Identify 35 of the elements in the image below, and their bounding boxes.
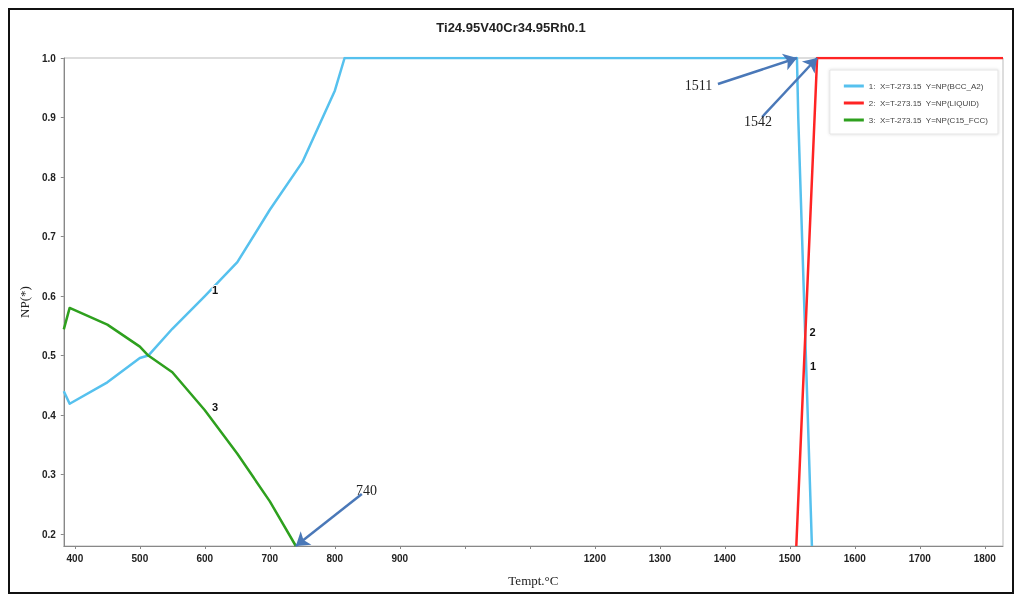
x-tick-label: 1300 (648, 552, 672, 564)
y-tick-label: 0.4 (41, 409, 57, 421)
annotation: 1511 (684, 78, 713, 94)
x-tick-label: 1400 (713, 552, 737, 564)
y-axis-title: NP(*) (17, 286, 32, 318)
annotation: 1542 (744, 113, 773, 129)
y-tick-label: 0.9 (41, 112, 57, 124)
x-tick-label: 1600 (843, 552, 867, 564)
legend-label: 2: X=T-273.15 Y=NP(LIQUID) (868, 98, 980, 108)
x-tick-label: 1500 (778, 552, 802, 564)
y-tick-label: 0.3 (41, 469, 57, 481)
y-tick-label: 1.0 (41, 52, 57, 64)
annotation: 1 (212, 284, 219, 297)
annotation: 2 (809, 325, 816, 338)
x-tick-label: 800 (326, 552, 344, 564)
x-tick-label: 900 (391, 552, 409, 564)
x-tick-label: 400 (66, 552, 84, 564)
x-axis-title: Tempt.°C (508, 573, 559, 588)
y-tick-label: 0.5 (41, 350, 57, 362)
x-tick-label: 1800 (973, 552, 997, 564)
annotation: 740 (356, 482, 378, 498)
legend-label: 3: X=T-273.15 Y=NP(C15_FCC) (868, 115, 989, 125)
y-tick-label: 0.2 (41, 528, 57, 540)
chart-title: Ti24.95V40Cr34.95Rh0.1 (436, 20, 586, 35)
x-tick-label: 1200 (583, 552, 607, 564)
annotation: 3 (212, 400, 219, 413)
y-tick-label: 0.8 (41, 171, 57, 183)
y-tick-label: 0.6 (41, 290, 57, 302)
annotation: 1 (810, 359, 817, 372)
legend-label: 1: X=T-273.15 Y=NP(BCC_A2) (868, 81, 984, 91)
x-tick-label: 600 (196, 552, 214, 564)
y-tick-label: 0.7 (41, 231, 57, 243)
x-tick-label: 500 (131, 552, 149, 564)
x-tick-label: 700 (261, 552, 279, 564)
x-tick-label: 1700 (908, 552, 932, 564)
